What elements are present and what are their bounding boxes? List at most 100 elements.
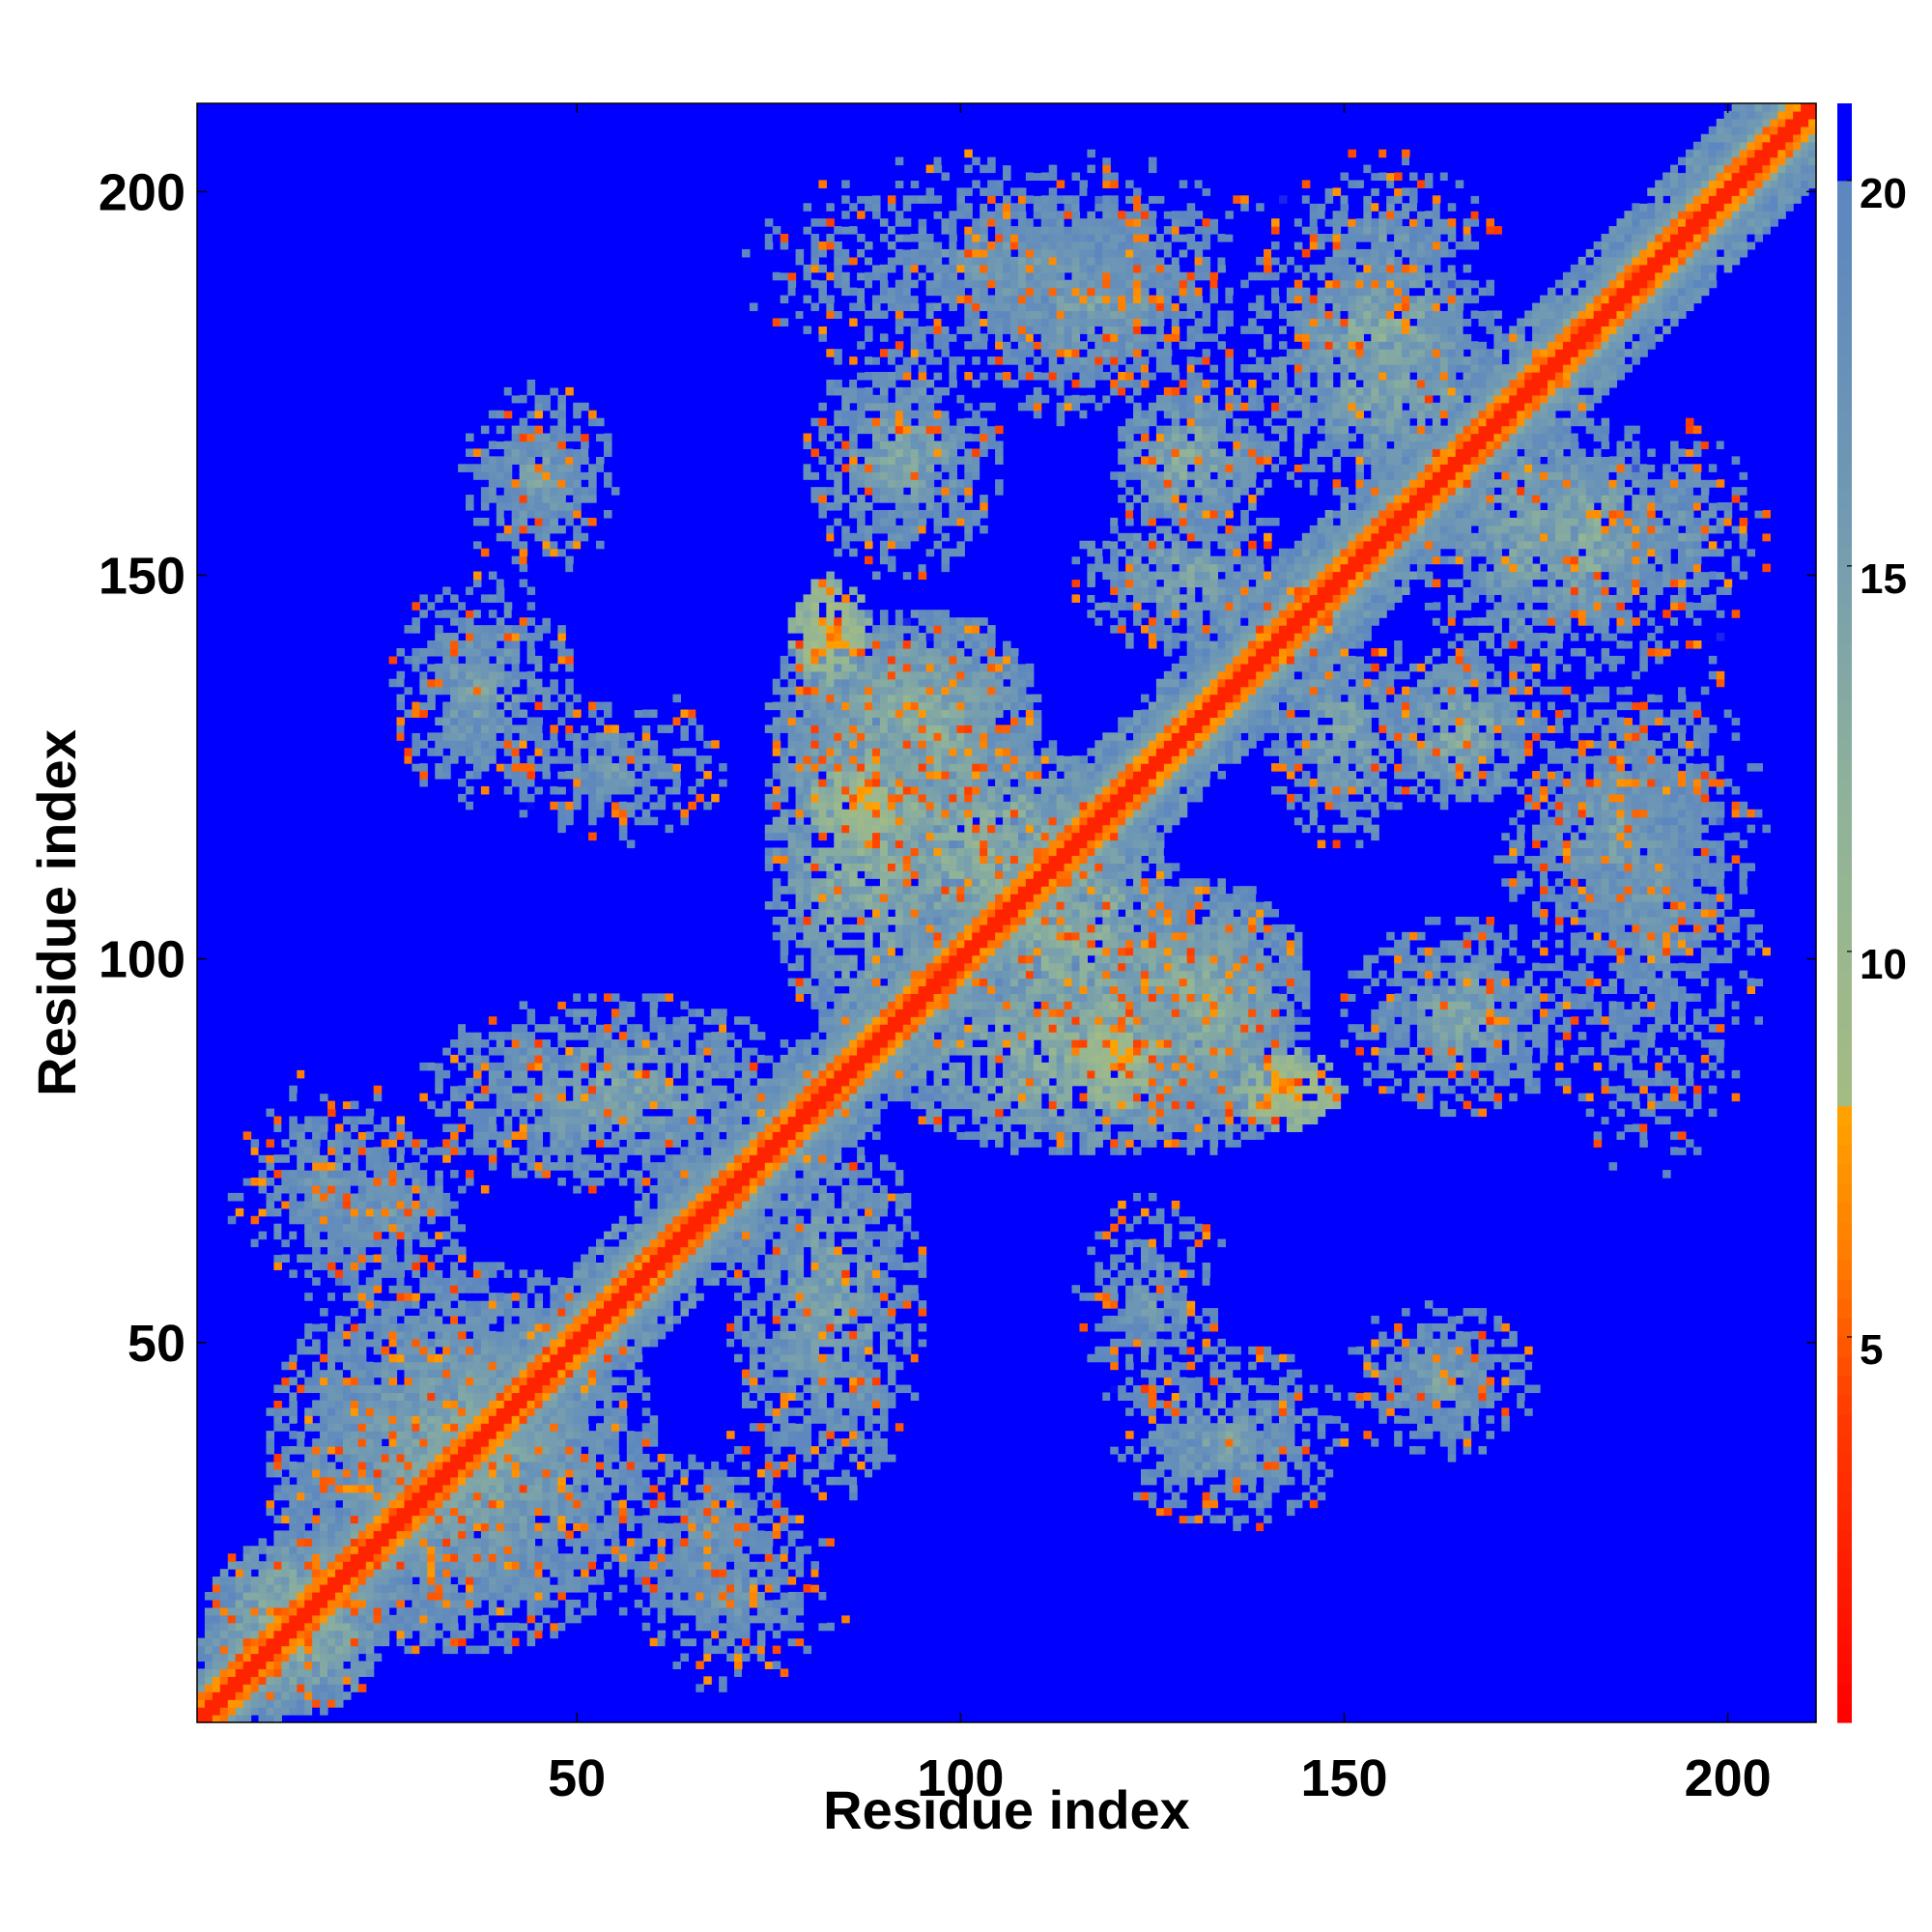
heatmap-cell (1148, 1507, 1157, 1517)
heatmap-cell (419, 709, 428, 719)
heatmap-cell (334, 1293, 344, 1301)
heatmap-cell (427, 1407, 436, 1416)
heatmap-cell (603, 1453, 612, 1463)
heatmap-cell (320, 1606, 328, 1616)
heatmap-cell (350, 1622, 359, 1632)
heatmap-cell (334, 1653, 344, 1662)
heatmap-cell (480, 1515, 490, 1524)
heatmap-cell (450, 1131, 459, 1140)
heatmap-cell (404, 748, 412, 756)
heatmap-cell (557, 1308, 566, 1317)
heatmap-cell (511, 1346, 521, 1355)
heatmap-cell (442, 1322, 451, 1332)
heatmap-cell (542, 1546, 551, 1554)
heatmap-cell (281, 1553, 290, 1562)
heatmap-cell (258, 1622, 268, 1632)
heatmap-cell (611, 1530, 620, 1539)
heatmap-cell (227, 1622, 237, 1632)
heatmap-cell (396, 1591, 406, 1601)
heatmap-cell (273, 1515, 282, 1524)
heatmap-cell (381, 1577, 390, 1585)
heatmap-cell (250, 1684, 260, 1692)
heatmap-cell (795, 1438, 805, 1447)
heatmap-cell (365, 1277, 375, 1286)
heatmap-cell (1416, 1415, 1426, 1424)
heatmap-cell (204, 1668, 213, 1677)
heatmap-cell (557, 1591, 566, 1601)
heatmap-cell (511, 1637, 521, 1647)
heatmap-cell (488, 1330, 497, 1340)
heatmap-cell (526, 1530, 536, 1539)
heatmap-cell (266, 1407, 275, 1416)
heatmap-cell (427, 686, 436, 696)
heatmap-cell (496, 1346, 505, 1355)
heatmap-cell (618, 1522, 628, 1532)
heatmap-cell (818, 1407, 827, 1416)
heatmap-cell (357, 1446, 367, 1455)
heatmap-cell (266, 1676, 275, 1685)
heatmap-cell (542, 1322, 551, 1332)
heatmap-cell (334, 1637, 344, 1647)
heatmap-cell (550, 532, 558, 542)
heatmap-cell (266, 1577, 275, 1585)
heatmap-cell (281, 1178, 290, 1186)
heatmap-cell (526, 1108, 536, 1118)
heatmap-cell (565, 1285, 574, 1293)
heatmap-cell (719, 1530, 727, 1539)
heatmap-cell (550, 517, 558, 526)
heatmap-cell (741, 1614, 751, 1624)
heatmap-cell (281, 1707, 290, 1716)
heatmap-cell (466, 1369, 474, 1378)
heatmap-cell (780, 1377, 789, 1386)
heatmap-cell (588, 1522, 597, 1532)
heatmap-cell (519, 548, 528, 557)
heatmap-cell (841, 1392, 850, 1401)
heatmap-cell (818, 1461, 827, 1470)
heatmap-cell (526, 1461, 536, 1470)
heatmap-cell (1225, 1461, 1234, 1470)
heatmap-cell (1363, 1392, 1372, 1401)
heatmap-cell (503, 1468, 513, 1478)
heatmap-cell (756, 1530, 766, 1539)
heatmap-cell (1340, 1438, 1350, 1447)
heatmap-cell (511, 448, 521, 457)
heatmap-cell (1209, 1377, 1219, 1386)
heatmap-cell (581, 1522, 589, 1532)
heatmap-cell (320, 1637, 328, 1647)
heatmap-cell (442, 640, 451, 649)
heatmap-cell (312, 1377, 321, 1386)
heatmap-cell (511, 1162, 521, 1171)
heatmap-cell (472, 1131, 482, 1140)
heatmap-cell (1256, 1522, 1264, 1532)
heatmap-cell (1155, 1468, 1165, 1478)
heatmap-cell (626, 1522, 636, 1532)
heatmap-cell (787, 1407, 797, 1416)
heatmap-cell (357, 1154, 367, 1163)
heatmap-cell (879, 1453, 889, 1463)
heatmap-cell (542, 1461, 551, 1470)
heatmap-cell (795, 1415, 805, 1424)
heatmap-cell (826, 1431, 835, 1439)
heatmap-cell (857, 1446, 866, 1455)
heatmap-cell (696, 1522, 704, 1532)
heatmap-cell (503, 625, 513, 634)
heatmap-cell (304, 1200, 313, 1209)
heatmap-cell (1394, 1431, 1403, 1439)
heatmap-cell (818, 1569, 827, 1577)
heatmap-cell (419, 1377, 428, 1386)
heatmap-cell (534, 625, 544, 634)
heatmap-cell (696, 1507, 704, 1517)
heatmap-cell (519, 1484, 528, 1493)
heatmap-cell (780, 1415, 789, 1424)
heatmap-cell (688, 1561, 696, 1570)
heatmap-cell (596, 1353, 605, 1363)
heatmap-cell (273, 1699, 282, 1708)
heatmap-cell (519, 1591, 528, 1601)
heatmap-cell (219, 1676, 229, 1685)
heatmap-cell (320, 1262, 328, 1270)
heatmap-cell (320, 1476, 328, 1486)
heatmap-cell (388, 1522, 398, 1532)
heatmap-cell (1225, 1492, 1234, 1501)
heatmap-cell (334, 1561, 344, 1570)
heatmap-cell (396, 1484, 406, 1493)
